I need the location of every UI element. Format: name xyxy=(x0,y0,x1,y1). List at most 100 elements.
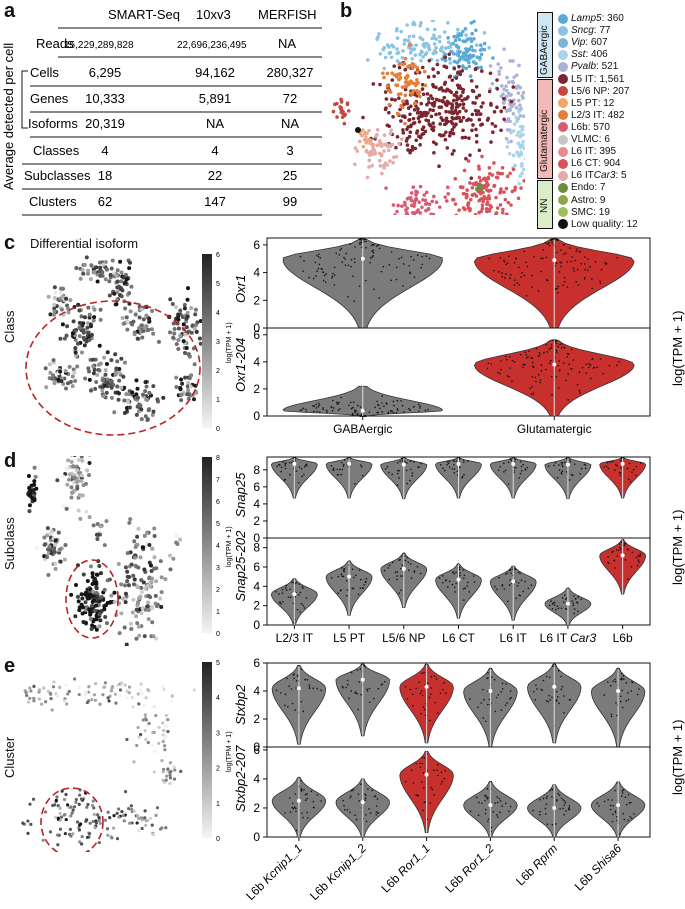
colorbar-tick: 3 xyxy=(216,730,220,737)
tsne-point xyxy=(125,696,129,700)
tsne-point xyxy=(126,807,131,811)
data-point xyxy=(333,266,336,269)
tsne-point xyxy=(104,267,109,272)
data-point xyxy=(399,575,402,577)
data-point xyxy=(607,467,610,470)
tsne-point xyxy=(150,620,155,625)
data-point xyxy=(423,801,426,804)
tsne-point xyxy=(474,85,479,89)
tsne-point xyxy=(123,789,128,794)
tsne-point xyxy=(413,146,418,151)
data-point xyxy=(549,676,551,679)
data-point xyxy=(627,692,629,694)
tsne-point xyxy=(389,55,394,60)
tsne-point xyxy=(122,411,127,416)
data-point xyxy=(532,809,534,812)
data-point xyxy=(540,370,543,372)
tsne-point xyxy=(89,603,94,608)
tsne-point xyxy=(92,812,96,817)
tsne-point xyxy=(132,332,137,337)
data-point xyxy=(466,585,468,587)
tsne-point xyxy=(420,205,424,210)
tsne-point xyxy=(127,685,132,689)
data-point xyxy=(487,796,489,799)
data-point xyxy=(623,543,626,545)
data-point xyxy=(520,465,523,468)
row-reads-label: Reads xyxy=(36,36,74,51)
data-point xyxy=(524,580,526,583)
data-point xyxy=(306,793,308,795)
data-point xyxy=(299,255,302,258)
tsne-point xyxy=(398,107,402,112)
tsne-point xyxy=(509,92,513,97)
legend-swatch-icon xyxy=(558,122,568,133)
data-point xyxy=(493,678,496,681)
data-point xyxy=(507,600,509,603)
tsne-point xyxy=(154,579,159,584)
tsne-point xyxy=(437,34,442,39)
tsne-point xyxy=(61,382,66,387)
x-tick-label: L6b Rprm xyxy=(513,841,560,888)
tsne-point xyxy=(430,20,435,23)
data-point xyxy=(354,246,356,248)
tsne-point xyxy=(504,186,509,191)
tsne-point xyxy=(124,315,129,320)
data-point xyxy=(611,551,613,553)
data-point xyxy=(615,464,617,466)
data-point xyxy=(539,810,541,813)
legend-item-count: : 482 xyxy=(602,109,625,121)
tsne-point xyxy=(73,345,78,350)
tsne-point xyxy=(134,412,139,417)
tsne-point xyxy=(382,142,387,147)
median-mark xyxy=(552,684,557,689)
tsne-point xyxy=(389,128,394,132)
data-point xyxy=(584,464,587,467)
data-point xyxy=(453,572,456,575)
tsne-point xyxy=(523,157,525,161)
tsne-point xyxy=(51,803,55,808)
y-tick-label: 0 xyxy=(253,531,260,545)
data-point xyxy=(441,575,444,577)
tsne-point xyxy=(81,328,86,333)
tsne-point xyxy=(58,336,63,341)
data-point xyxy=(336,468,339,471)
data-point xyxy=(353,482,356,485)
data-point xyxy=(579,473,582,475)
data-point xyxy=(453,468,456,470)
data-point xyxy=(549,347,552,349)
table-cell: 5,891 xyxy=(199,91,232,106)
tsne-point xyxy=(135,542,140,547)
tsne-point xyxy=(105,600,110,605)
data-point xyxy=(589,266,591,268)
tsne-point xyxy=(183,332,188,337)
data-point xyxy=(568,459,571,461)
panel-e-row-label: Cluster xyxy=(2,736,17,778)
tsne-point xyxy=(443,55,448,60)
tsne-point xyxy=(426,206,431,211)
data-point xyxy=(365,578,368,580)
data-point xyxy=(563,276,566,279)
data-point xyxy=(630,690,633,692)
tsne-point xyxy=(189,373,194,378)
y-tick-label: 0 xyxy=(253,740,260,754)
data-point xyxy=(370,244,373,247)
data-point xyxy=(519,460,522,463)
tsne-point xyxy=(355,149,360,153)
tsne-point xyxy=(474,28,478,33)
tsne-point xyxy=(171,556,176,561)
tsne-point xyxy=(427,58,432,63)
data-point xyxy=(337,409,340,411)
data-point xyxy=(585,372,587,374)
data-point xyxy=(280,470,282,473)
data-point xyxy=(484,812,487,815)
tsne-point xyxy=(46,551,51,556)
tsne-point xyxy=(181,322,186,327)
tsne-point xyxy=(383,161,388,165)
data-point xyxy=(629,801,632,804)
table-row-label: Cells xyxy=(30,65,59,80)
tsne-point xyxy=(128,517,133,522)
data-point xyxy=(463,599,465,601)
data-point xyxy=(439,692,442,694)
data-point xyxy=(292,807,295,810)
tsne-point xyxy=(140,691,144,695)
